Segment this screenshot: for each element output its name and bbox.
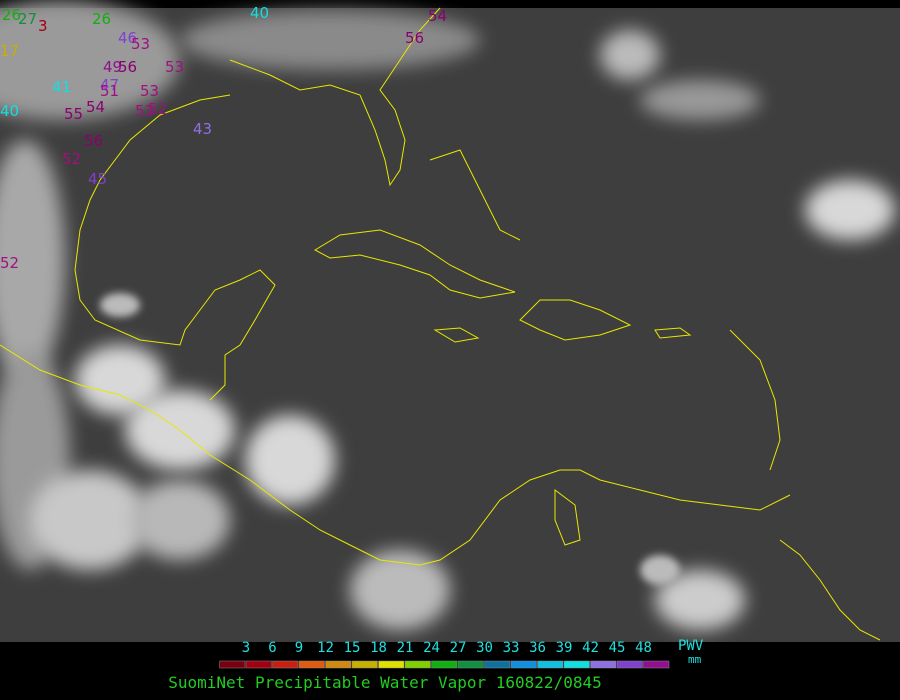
legend-background: [0, 642, 900, 700]
colorbar-swatch: [325, 660, 352, 669]
colorbar-tick-label: 6: [268, 640, 276, 656]
colorbar-swatch: [351, 660, 378, 669]
colorbar-swatch: [431, 660, 458, 669]
colorbar-swatch: [219, 660, 246, 669]
colorbar-swatch: [272, 660, 299, 669]
colorbar-swatch: [616, 660, 643, 669]
station-value: 52: [62, 150, 81, 168]
station-value: 52: [148, 100, 167, 118]
clouds: [0, 0, 895, 630]
station-value: 56: [84, 132, 103, 150]
colorbar-tick-label: 21: [397, 640, 414, 656]
station-value: 53: [131, 35, 150, 53]
colorbar-tick-label: 39: [556, 640, 573, 656]
station-value: 46: [118, 29, 137, 47]
station-value: 53: [140, 82, 159, 100]
station-value: 27: [18, 10, 37, 28]
colorbar-unit-sub: mm: [688, 653, 702, 666]
caption: SuomiNet Precipitable Water Vapor 160822…: [168, 673, 601, 692]
colorbar-swatch: [378, 660, 405, 669]
colorbar-tick-label: 30: [476, 640, 493, 656]
station-value: 40: [250, 4, 269, 22]
colorbar-tick-label: 36: [529, 640, 546, 656]
colorbar-tick-label: 18: [370, 640, 387, 656]
station-value: 3: [38, 17, 48, 35]
colorbar-tick-label: 24: [423, 640, 440, 656]
station-value: 26: [2, 6, 21, 24]
station-value: 54: [86, 98, 105, 116]
colorbar-swatch: [298, 660, 325, 669]
colorbar-swatch: [510, 660, 537, 669]
station-value: 55: [64, 105, 83, 123]
colorbar: 3 6 9 12 15 18 21 24 27 30 33 36 39 42 45 48: [219, 640, 670, 669]
colorbar-swatch: [643, 660, 670, 669]
colorbar-swatch: [563, 660, 590, 669]
colorbar-tick-label: 27: [450, 640, 467, 656]
station-value: 56: [405, 29, 424, 47]
colorbar-tick-label: 33: [503, 640, 520, 656]
colorbar-tick-label: 3: [242, 640, 250, 656]
colorbar-tick-label: 15: [344, 640, 361, 656]
colorbar-swatch: [404, 660, 431, 669]
station-value: 41: [52, 78, 71, 96]
station-value: 45: [88, 170, 107, 188]
station-value: 52: [0, 254, 19, 272]
station-value: 53: [165, 58, 184, 76]
colorbar-tick-label: 12: [317, 640, 334, 656]
colorbar-swatch: [245, 660, 272, 669]
colorbar-swatch: [537, 660, 564, 669]
station-value: 43: [193, 120, 212, 138]
station-value: 40: [0, 102, 19, 120]
colorbar-tick-label: 42: [582, 640, 599, 656]
colorbar-unit: PWV: [678, 638, 704, 654]
station-value: 47: [100, 76, 119, 94]
colorbar-tick-label: 48: [635, 640, 652, 656]
station-value: 53: [135, 102, 154, 120]
colorbar-tick-label: 9: [295, 640, 303, 656]
colorbar-swatch: [457, 660, 484, 669]
station-value: 56: [118, 58, 137, 76]
station-value: 54: [428, 7, 447, 25]
station-value: 49: [103, 58, 122, 76]
station-value: 17: [0, 42, 19, 60]
coastlines: [0, 7, 881, 641]
colorbar-tick-label: 45: [609, 640, 626, 656]
station-value: 26: [92, 10, 111, 28]
station-value: 51: [100, 82, 119, 100]
colorbar-swatch: [590, 660, 617, 669]
colorbar-swatch: [484, 660, 511, 669]
